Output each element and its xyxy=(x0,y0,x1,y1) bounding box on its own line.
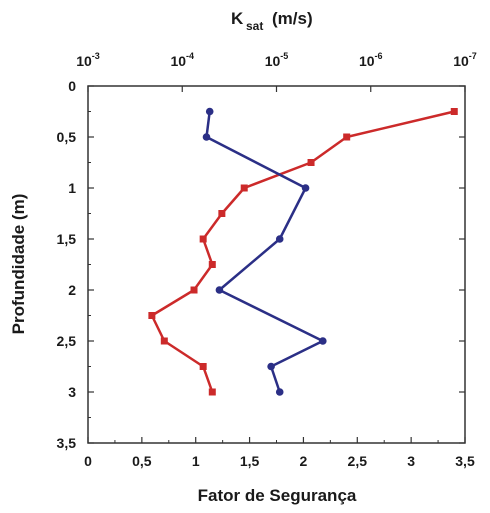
top-tick-exponent: -5 xyxy=(280,51,288,61)
bottom-tick-label: 1,5 xyxy=(240,453,260,469)
series-line-0 xyxy=(150,110,455,393)
top-tick-base: 10 xyxy=(359,53,375,69)
y-tick-label: 3 xyxy=(68,384,76,400)
plot-frame xyxy=(87,85,466,444)
top-tick-label: 10-7 xyxy=(453,51,477,69)
series-1-point-7 xyxy=(275,388,284,396)
bottom-tick-label: 0 xyxy=(84,453,92,469)
top-tick-exponent: -4 xyxy=(186,51,194,61)
top-axis-title-unit-text: (m/s) xyxy=(272,9,313,28)
top-axis-title-main: K xyxy=(231,9,244,28)
top-tick-base: 10 xyxy=(265,53,281,69)
series-0-point-6 xyxy=(208,261,216,268)
y-tick-label: 3,5 xyxy=(57,435,77,451)
bottom-tick-label: 0,5 xyxy=(132,453,152,469)
y-axis-title: Profundidade (m) xyxy=(9,194,28,335)
labels-layer: 00,511,522,533,50 0,5 1 1,5 2 2,5 3 3,510-3 10-4… xyxy=(57,51,477,469)
series-0-point-11 xyxy=(208,388,216,396)
series-0-point-5 xyxy=(199,235,207,243)
series-0-point-2 xyxy=(307,159,315,166)
bottom-tick-label: 2 xyxy=(300,453,308,469)
series-0-point-0 xyxy=(450,108,458,115)
series-0-point-4 xyxy=(218,210,226,217)
top-tick-exponent: -3 xyxy=(92,51,100,61)
series-1-point-1 xyxy=(202,133,211,141)
series-1-point-3 xyxy=(275,235,284,243)
series-line-1 xyxy=(205,111,325,393)
top-tick-base: 10 xyxy=(76,53,92,69)
top-tick-base: 10 xyxy=(453,53,469,69)
series-1-point-2 xyxy=(301,184,310,192)
series-1-point-5 xyxy=(319,337,327,345)
top-axis-title-unit: (m/s) xyxy=(272,9,313,28)
y-tick-label: 1,5 xyxy=(57,231,77,247)
y-tick-label: 0,5 xyxy=(57,129,77,145)
ticks-layer xyxy=(87,85,466,444)
y-tick-label: 2,5 xyxy=(57,333,77,349)
series-1-point-6 xyxy=(267,362,275,371)
series-0-point-8 xyxy=(148,312,156,319)
top-axis-title-subscript: sat xyxy=(246,19,263,33)
series-0-point-3 xyxy=(240,184,248,192)
top-axis-title-sub: sat xyxy=(246,19,263,33)
top-tick-exponent: -6 xyxy=(375,51,383,61)
series-layer xyxy=(148,107,458,396)
top-axis-title: K xyxy=(231,9,244,28)
top-tick-exponent: -7 xyxy=(469,51,477,61)
top-tick-label: 10-4 xyxy=(170,51,194,69)
bottom-tick-label: 3 xyxy=(407,453,415,469)
y-tick-label: 2 xyxy=(68,282,76,298)
top-tick-label: 10-5 xyxy=(265,51,289,69)
series-1-point-0 xyxy=(205,107,214,116)
top-tick-label: 10-3 xyxy=(76,51,100,69)
y-tick-label: 0 xyxy=(68,78,76,94)
series-0-point-9 xyxy=(160,337,168,345)
bottom-tick-label: 2,5 xyxy=(348,453,368,469)
bottom-axis-title: Fator de Segurança xyxy=(198,486,357,505)
top-tick-base: 10 xyxy=(170,53,186,69)
series-0-point-7 xyxy=(190,286,198,294)
bottom-tick-label: 1 xyxy=(192,453,200,469)
y-tick-label: 1 xyxy=(68,180,76,196)
series-1-point-4 xyxy=(215,286,224,294)
series-0-point-10 xyxy=(199,363,207,370)
series-0-point-1 xyxy=(343,133,351,141)
bottom-tick-label: 3,5 xyxy=(455,453,475,469)
top-tick-label: 10-6 xyxy=(359,51,383,69)
